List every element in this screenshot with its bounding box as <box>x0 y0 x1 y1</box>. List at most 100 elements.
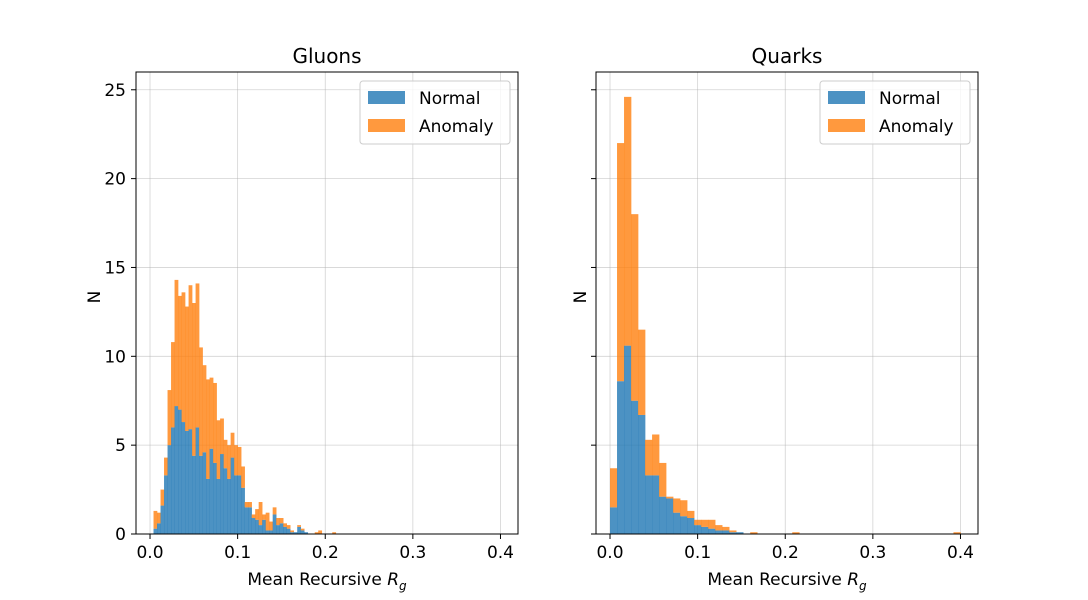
gluons-bar-normal <box>286 528 291 534</box>
gluons-bar-anomaly <box>230 432 235 458</box>
quarks-bar-anomaly <box>666 496 674 499</box>
gluons-bar-normal <box>185 430 189 534</box>
gluons-bar-anomaly <box>192 303 196 456</box>
gluons-bar-anomaly <box>213 382 217 463</box>
gluons-bar-anomaly <box>286 525 291 529</box>
gluons-bar-normal <box>192 455 196 534</box>
quarks-bar-normal <box>659 496 667 534</box>
gluons-xlabel: Mean Recursive Rg <box>247 570 407 593</box>
quarks-xlabel-sub: g <box>859 579 867 593</box>
quarks-bar-anomaly <box>750 532 758 534</box>
gluons-bar-anomaly <box>181 292 186 423</box>
quarks-bar-anomaly <box>617 143 625 382</box>
gluons-bar-normal <box>220 454 224 534</box>
quarks-bar-anomaly <box>645 439 653 476</box>
gluons-bar-normal <box>234 475 238 534</box>
gluons-bar-anomaly <box>241 466 245 488</box>
gluons-bar-normal <box>171 427 175 534</box>
gluons-bar-anomaly <box>185 306 189 431</box>
gluons-bar-anomaly <box>290 530 295 533</box>
quarks-legend: Normal Anomaly <box>819 80 971 145</box>
gluons-bar-normal <box>167 445 172 534</box>
quarks-bar-normal <box>610 507 618 534</box>
gluons-ytick-label: 0 <box>115 525 126 545</box>
gluons-bar-normal <box>202 452 207 534</box>
gluons-bar-normal <box>258 525 263 534</box>
gluons-legend-swatch-anomaly <box>368 119 405 132</box>
gluons-bar-anomaly <box>227 445 231 479</box>
quarks-bar-anomaly <box>673 498 681 513</box>
gluons-ytick-label: 25 <box>104 81 126 101</box>
quarks-bar-anomaly <box>610 468 618 508</box>
gluons-bar-normal <box>269 530 273 534</box>
quarks-bar-normal <box>624 345 632 534</box>
gluons-bar-anomaly <box>279 518 284 524</box>
gluons-bar-anomaly <box>171 342 175 428</box>
gluons-legend-label-normal: Normal <box>419 89 481 109</box>
quarks-xlabel-main: Mean Recursive <box>707 570 847 590</box>
gluons-bar-normal <box>244 507 249 534</box>
quarks-bar-normal <box>694 525 702 534</box>
quarks-axes-frame <box>595 71 979 535</box>
quarks-bar-normal <box>666 498 674 534</box>
gluons-xlabel-var: R <box>387 570 399 590</box>
gluons-bar-normal <box>290 532 295 534</box>
quarks-bar-normal <box>715 530 723 534</box>
gluons-bar-anomaly <box>167 390 172 446</box>
quarks-xlabel-var: R <box>847 570 859 590</box>
gluons-bar-normal <box>227 478 231 534</box>
gluons-bar-normal <box>248 507 252 534</box>
quarks-bar-normal <box>722 530 730 534</box>
gluons-xtick-label: 0.2 <box>312 543 339 563</box>
quarks-bar-anomaly <box>792 532 800 534</box>
quarks-bar-anomaly <box>953 532 961 534</box>
gluons-bar-normal <box>178 409 182 534</box>
gluons-legend-swatch-normal <box>368 91 405 104</box>
quarks-xtick-label: 0.2 <box>772 543 799 563</box>
gluons-bar-anomaly <box>174 279 179 407</box>
gluons-bar-normal <box>276 525 280 534</box>
quarks-bar-normal <box>736 532 744 534</box>
gluons-ytick-label: 10 <box>104 347 126 367</box>
quarks-bar-anomaly <box>729 530 737 533</box>
gluons-bar-normal <box>164 475 168 534</box>
quarks-bar-anomaly <box>694 519 702 526</box>
gluons-bar-anomaly <box>202 365 207 453</box>
quarks-legend-label-anomaly: Anomaly <box>879 117 954 137</box>
gluons-bar-anomaly <box>251 514 256 519</box>
gluons-bar-normal <box>153 528 158 534</box>
quarks-bar-anomaly <box>680 500 688 517</box>
quarks-bar-anomaly <box>638 329 646 415</box>
gluons-bar-normal <box>241 487 245 534</box>
gluons-xtick-label: 0.4 <box>487 543 514 563</box>
gluons-xtick-label: 0.3 <box>399 543 426 563</box>
gluons-ticks: 0.0 0.1 0.2 0.3 0.4 0 5 10 15 20 25 <box>104 81 514 563</box>
gluons-bar-anomaly <box>276 518 280 526</box>
quarks-ticks: 0.0 0.1 0.2 0.3 0.4 <box>591 89 974 563</box>
gluons-bar-normal <box>297 526 302 534</box>
gluons-bar-anomaly <box>206 379 210 479</box>
gluons-bar-anomaly <box>244 502 249 508</box>
quarks-bar-normal <box>652 475 660 534</box>
gluons-bar-anomaly <box>332 532 337 534</box>
gluons-bar-normal <box>223 468 228 534</box>
quarks-bar-anomaly <box>715 525 723 531</box>
quarks-xtick-label: 0.3 <box>859 543 886 563</box>
gluons-ytick-label: 15 <box>104 258 126 278</box>
gluons-bar-anomaly <box>209 377 214 449</box>
gluons-bar-anomaly <box>160 489 165 506</box>
quarks-bar-anomaly <box>659 462 667 497</box>
gluons-bar-anomaly <box>199 347 203 456</box>
gluons-bar-normal <box>174 406 179 534</box>
gluons-bar-anomaly <box>195 283 200 428</box>
gluons-ytick-label: 5 <box>115 436 126 456</box>
gluons-bar-normal <box>265 530 270 534</box>
gluons-bar-normal <box>160 505 165 534</box>
gluons-bar-anomaly <box>262 514 266 520</box>
quarks-bar-anomaly <box>701 519 709 527</box>
gluons-bar-anomaly <box>283 523 287 527</box>
gluons-bar-normal <box>181 422 186 534</box>
quarks-bars <box>610 96 961 534</box>
gluons-bar-anomaly <box>300 528 305 531</box>
